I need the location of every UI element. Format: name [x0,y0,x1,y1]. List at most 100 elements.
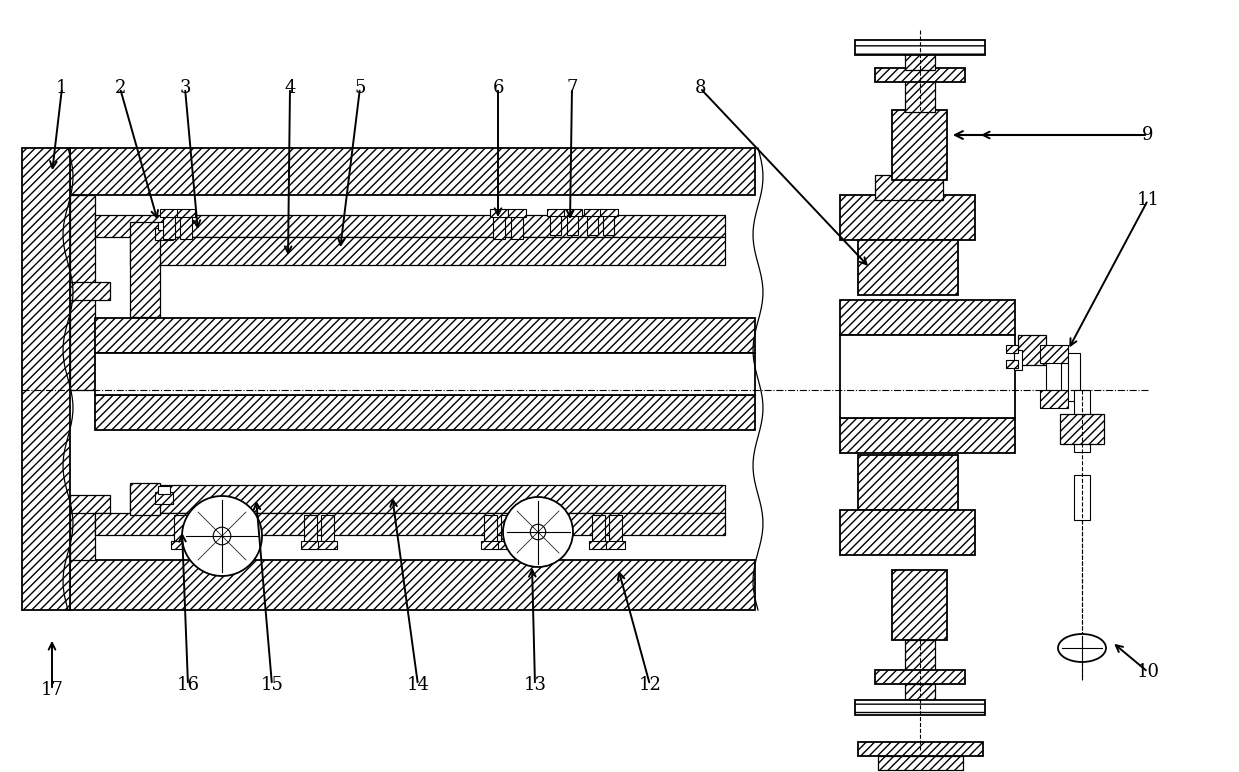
Bar [1061,414,1104,444]
Bar [546,209,565,216]
Bar [160,209,178,217]
Bar [892,570,947,640]
Bar [95,395,755,430]
Bar [130,483,160,515]
Bar [1014,350,1022,370]
Bar [840,300,1015,335]
Ellipse shape [1058,634,1106,662]
Bar [587,213,598,235]
Circle shape [530,524,545,540]
Bar [95,215,725,237]
Bar [95,353,755,395]
Bar [592,515,605,543]
Circle shape [182,496,261,576]
Bar [603,213,615,235]
Text: 12: 12 [638,676,662,694]
Bar [840,195,975,240]
Bar [564,209,582,216]
Bar [130,222,160,317]
Bar [1006,360,1018,368]
Bar [904,640,935,672]
Text: 9: 9 [1142,126,1154,144]
Bar [481,541,501,549]
Bar [69,282,110,300]
Bar [173,515,187,543]
Bar [69,495,110,513]
Bar [567,213,579,235]
Text: 17: 17 [41,681,63,699]
Bar [489,209,508,217]
Bar [1018,335,1046,365]
Bar [1040,345,1068,363]
Text: 14: 14 [406,676,430,694]
Bar [130,237,725,265]
Bar [904,80,935,112]
Bar [904,684,935,700]
Text: 5: 5 [354,79,366,97]
Bar [840,335,1015,418]
Bar [875,68,965,82]
Bar [493,213,506,239]
Bar [69,510,95,560]
Text: 1: 1 [56,79,68,97]
Text: 15: 15 [260,676,284,694]
Bar [159,222,170,230]
Bar [301,541,320,549]
Bar [892,110,947,180]
Bar [171,541,190,549]
Text: 6: 6 [492,79,504,97]
Text: 10: 10 [1136,663,1160,681]
Bar [155,228,173,240]
Bar [130,485,725,513]
Bar [69,560,755,610]
Bar [600,209,618,216]
Bar [304,515,317,543]
Bar [1006,345,1018,353]
Bar [1046,355,1061,395]
Bar [180,213,192,239]
Bar [584,209,602,216]
Bar [69,195,95,390]
Bar [155,492,173,504]
Text: 2: 2 [114,79,125,97]
Bar [191,515,204,543]
Bar [177,209,195,217]
Bar [318,541,337,549]
Bar [498,541,517,549]
Bar [857,742,983,756]
Bar [95,318,755,353]
Text: 13: 13 [524,676,546,694]
Bar [550,213,561,235]
Circle shape [213,527,230,545]
Bar [1074,390,1090,452]
Text: 7: 7 [566,79,577,97]
Bar [857,455,958,510]
Bar [69,148,755,195]
Bar [188,541,207,549]
Bar [875,175,943,200]
Bar [484,515,497,543]
Text: 16: 16 [176,676,199,694]
Bar [857,240,958,295]
Bar [1074,475,1090,520]
Text: 3: 3 [180,79,191,97]
Bar [840,510,975,555]
Bar [1040,390,1068,408]
Text: 8: 8 [694,79,706,97]
Bar [1068,353,1080,401]
Bar [610,515,622,543]
Bar [164,213,175,239]
Bar [840,418,1015,453]
Bar [321,515,335,543]
Circle shape [503,497,572,567]
Bar [508,209,527,217]
Bar [855,40,985,55]
Bar [878,756,963,770]
Text: 4: 4 [284,79,296,97]
Text: 11: 11 [1136,191,1160,209]
Bar [855,700,985,715]
Bar [22,148,69,610]
Bar [589,541,608,549]
Bar [606,541,624,549]
Bar [904,54,935,70]
